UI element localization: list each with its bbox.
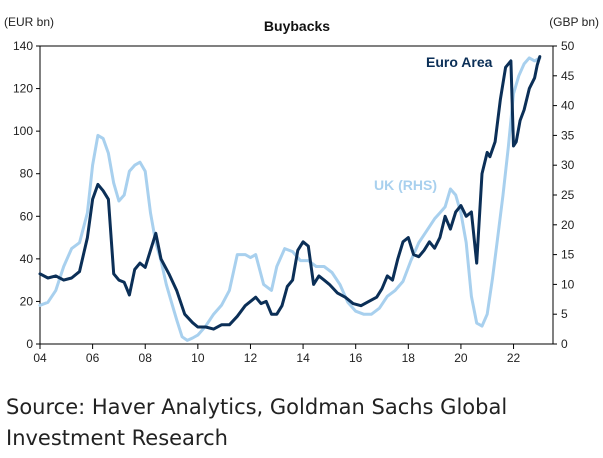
- x-tick-label: 20: [454, 351, 468, 365]
- euro-area-series-group: [38, 55, 542, 331]
- right-y-tick-label: 35: [561, 128, 575, 142]
- right-y-tick-label: 45: [561, 69, 575, 83]
- right-y-tick-label: 15: [561, 248, 575, 262]
- uk-series-group: [38, 56, 542, 342]
- right-y-tick-label: 20: [561, 218, 575, 232]
- x-tick-label: 12: [244, 351, 258, 365]
- right-y-tick-label: 0: [561, 337, 568, 351]
- right-y-tick-label: 50: [561, 39, 575, 53]
- right-y-tick-label: 10: [561, 277, 575, 291]
- euro-area-line: [38, 55, 542, 331]
- right-y-tick-label: 25: [561, 188, 575, 202]
- x-tick-label: 06: [86, 351, 100, 365]
- source-note: Source: Haver Analytics, Goldman Sachs G…: [6, 395, 508, 450]
- left-y-tick-label: 100: [13, 124, 33, 138]
- right-y-tick-label: 5: [561, 307, 568, 321]
- chart-title: Buybacks: [264, 18, 330, 34]
- x-tick-label: 10: [191, 351, 205, 365]
- uk-rhs-label: UK (RHS): [374, 177, 437, 193]
- left-y-tick-label: 40: [20, 252, 34, 266]
- left-y-tick-label: 60: [20, 209, 34, 223]
- left-y-tick-label: 20: [20, 294, 34, 308]
- right-y-tick-label: 30: [561, 158, 575, 172]
- euro-area-label: Euro Area: [426, 54, 493, 70]
- x-tick-label: 22: [507, 351, 521, 365]
- x-tick-label: 16: [349, 351, 363, 365]
- x-tick-label: 04: [33, 351, 47, 365]
- right-y-tick-label: 40: [561, 99, 575, 113]
- uk-rhs-line: [38, 56, 542, 342]
- x-tick-label: 18: [402, 351, 416, 365]
- left-y-tick-label: 140: [13, 39, 33, 53]
- right-axis-label: (GBP bn): [549, 15, 599, 29]
- x-tick-label: 08: [139, 351, 153, 365]
- axes: 04 06 08 10 12 14 16 18 20 22 0 20 40 60 80 100 120 140 0 5…: [13, 39, 575, 365]
- left-axis-label: (EUR bn): [4, 15, 54, 29]
- left-y-tick-label: 80: [20, 167, 34, 181]
- left-y-tick-label: 0: [26, 337, 33, 351]
- x-tick-label: 14: [296, 351, 310, 365]
- buybacks-chart: Buybacks (EUR bn) (GBP bn) 04 06 08 10 12 14 1…: [4, 15, 599, 365]
- left-y-tick-label: 120: [13, 82, 33, 96]
